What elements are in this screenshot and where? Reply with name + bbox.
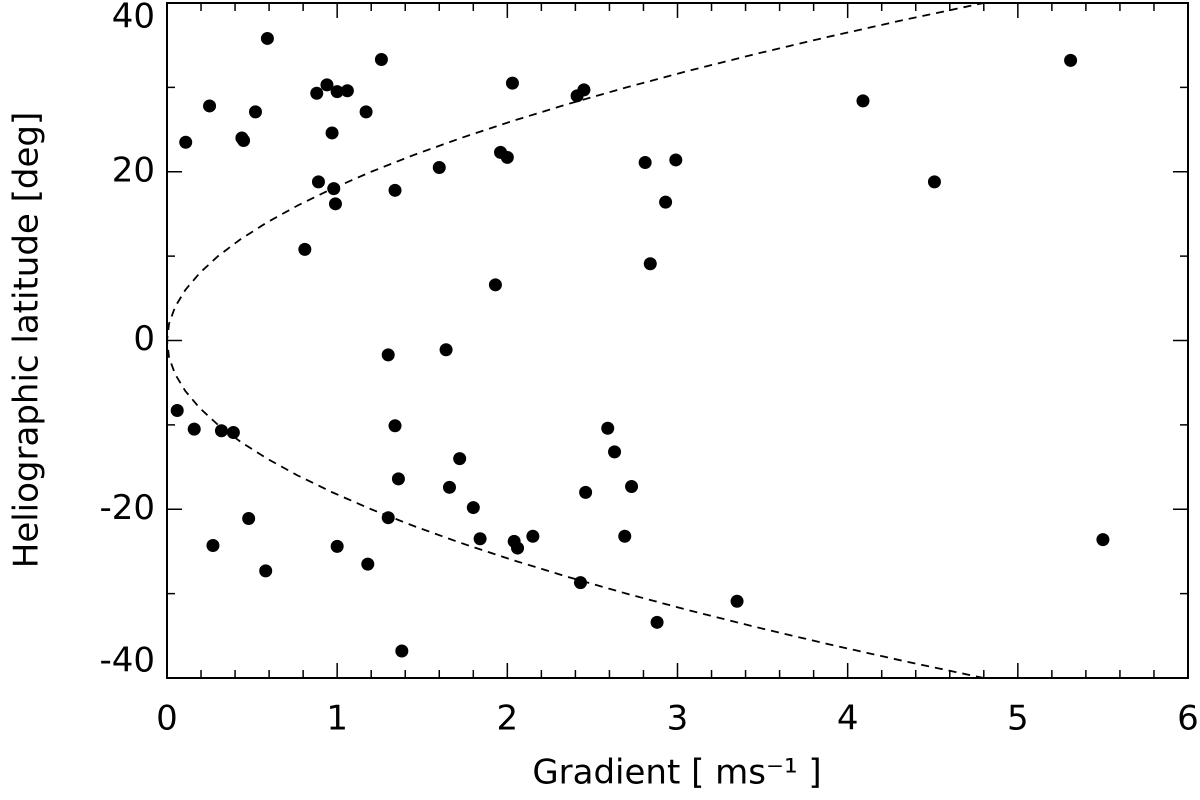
data-point — [1064, 53, 1078, 67]
data-point — [311, 175, 325, 189]
data-point — [340, 84, 354, 98]
data-point — [260, 31, 274, 45]
x-tick-label: 6 — [1177, 699, 1199, 739]
data-point — [488, 278, 502, 292]
x-axis-label: Gradient [ ms⁻¹ ] — [532, 753, 821, 793]
data-point — [330, 539, 344, 553]
data-point — [242, 512, 256, 526]
data-point — [388, 419, 402, 433]
data-point — [669, 153, 683, 167]
data-point — [388, 183, 402, 197]
data-point — [466, 501, 480, 515]
data-point — [601, 421, 615, 435]
data-point — [187, 422, 201, 436]
data-point — [643, 257, 657, 271]
y-tick-label: -40 — [99, 641, 155, 681]
data-point — [650, 615, 664, 629]
data-point — [381, 511, 395, 525]
data-point — [214, 424, 228, 438]
data-point — [179, 135, 193, 149]
y-tick-label: 0 — [133, 319, 155, 359]
plot-frame — [166, 2, 1189, 679]
data-point — [203, 99, 217, 113]
data-point — [505, 76, 519, 90]
plot-area — [167, 3, 1110, 678]
data-point — [574, 576, 588, 590]
data-point — [226, 425, 240, 439]
data-point — [730, 594, 744, 608]
data-point — [579, 485, 593, 499]
data-point — [206, 539, 220, 553]
data-point — [856, 94, 870, 108]
model-curve — [167, 3, 984, 678]
x-tick-label: 5 — [1007, 699, 1029, 739]
data-point — [298, 242, 312, 256]
data-point — [310, 86, 324, 100]
x-tick-label: 2 — [497, 699, 519, 739]
data-point — [432, 161, 446, 175]
x-tick-label: 0 — [156, 699, 178, 739]
data-point — [577, 83, 591, 97]
data-point — [500, 150, 514, 164]
data-point — [391, 472, 405, 486]
data-point — [618, 529, 632, 543]
data-point — [526, 529, 540, 543]
data-point — [359, 105, 373, 119]
data-point — [248, 105, 262, 119]
data-point — [638, 155, 652, 169]
data-point — [325, 126, 339, 140]
data-point — [395, 644, 409, 658]
data-point — [511, 541, 525, 555]
data-point — [259, 564, 273, 578]
y-axis-label: Heliographic latitude [deg] — [7, 112, 47, 569]
y-tick-label: 20 — [112, 150, 155, 190]
data-point — [381, 348, 395, 362]
data-point — [608, 445, 622, 459]
y-tick-label: -20 — [99, 488, 155, 528]
y-tick-label: 40 — [112, 0, 155, 37]
data-point — [442, 480, 456, 494]
data-point — [439, 343, 453, 357]
data-point — [237, 134, 251, 148]
data-point — [927, 175, 941, 189]
data-point — [453, 452, 467, 466]
data-point — [473, 532, 487, 546]
data-point — [374, 53, 388, 67]
x-tick-label: 4 — [837, 699, 859, 739]
data-point — [625, 479, 639, 493]
data-point — [328, 197, 342, 211]
x-tick-label: 3 — [667, 699, 689, 739]
data-point — [1096, 533, 1110, 547]
data-point — [170, 404, 184, 418]
data-point — [320, 78, 334, 92]
data-point — [361, 557, 375, 571]
x-tick-label: 1 — [326, 699, 348, 739]
data-point — [330, 85, 344, 99]
data-point — [659, 195, 673, 209]
